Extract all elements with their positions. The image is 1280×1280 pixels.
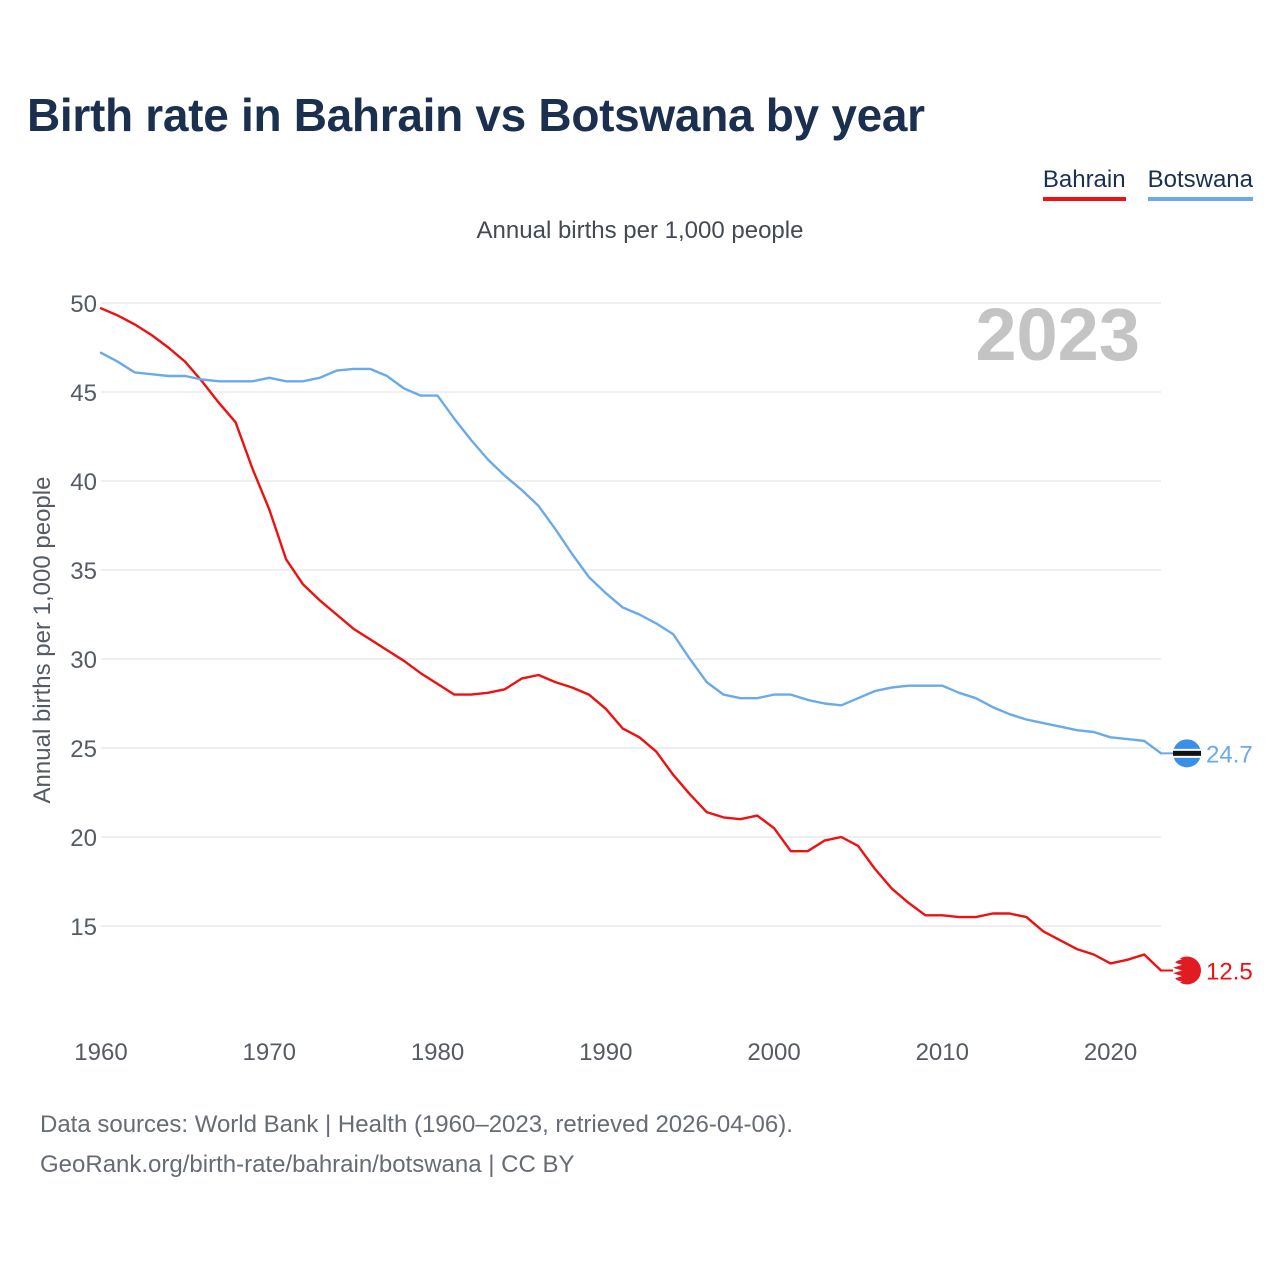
x-tick-label-2020: 2020 (1084, 1039, 1137, 1066)
y-tick-label-15: 15 (70, 914, 97, 941)
legend: Bahrain Botswana (1042, 166, 1253, 201)
footer: Data sources: World Bank | Health (1960–… (40, 1105, 793, 1185)
y-tick-label-45: 45 (70, 380, 97, 407)
y-tick-label-25: 25 (70, 736, 97, 763)
x-tick-label-2000: 2000 (747, 1039, 800, 1066)
x-tick-label-1970: 1970 (243, 1039, 296, 1066)
year-watermark: 2023 (975, 293, 1140, 376)
footer-attribution: GeoRank.org/birth-rate/bahrain/botswana … (40, 1151, 575, 1178)
flag-marker-bahrain (1173, 956, 1201, 985)
x-tick-label-1960: 1960 (74, 1039, 127, 1066)
series-line-botswana (99, 351, 1163, 755)
flag-marker-bahrain-serration (1173, 956, 1182, 985)
y-tick-label-30: 30 (70, 647, 97, 674)
chart-title: Birth rate in Bahrain vs Botswana by yea… (27, 89, 925, 141)
y-tick-label-40: 40 (70, 469, 97, 496)
series-line-bahrain (99, 307, 1163, 972)
flag-marker-botswana-stripe (1173, 750, 1201, 756)
y-tick-label-20: 20 (70, 825, 97, 852)
series-end-label-botswana: 24.7 (1206, 741, 1253, 768)
legend-item-bahrain[interactable]: Bahrain (1042, 166, 1126, 201)
x-tick-label-1990: 1990 (579, 1039, 632, 1066)
y-tick-label-35: 35 (70, 558, 97, 585)
x-tick-label-2010: 2010 (916, 1039, 969, 1066)
footer-sources: Data sources: World Bank | Health (1960–… (40, 1111, 793, 1138)
series-end-label-bahrain: 12.5 (1206, 959, 1253, 986)
chart-subtitle: Annual births per 1,000 people (476, 217, 804, 244)
y-tick-label-50: 50 (70, 291, 97, 318)
line-chart: 15 20 25 30 35 40 45 50 1960 1970 1980 1990 2000 2010… (29, 291, 1253, 1066)
legend-item-botswana[interactable]: Botswana (1147, 166, 1253, 201)
x-tick-label-1980: 1980 (411, 1039, 464, 1066)
y-axis-label: Annual births per 1,000 people (29, 477, 56, 804)
